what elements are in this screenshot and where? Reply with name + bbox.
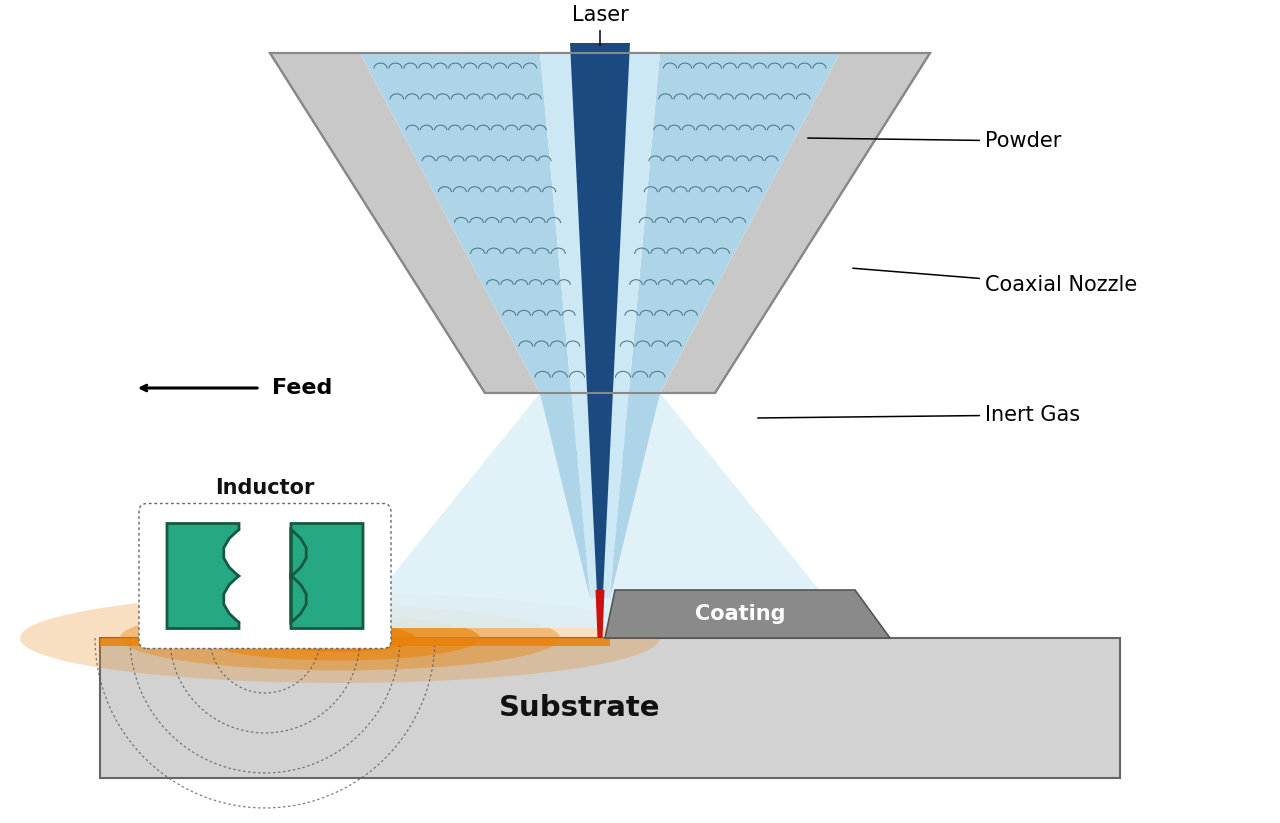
Polygon shape <box>540 393 600 590</box>
Ellipse shape <box>120 606 561 671</box>
Text: Coaxial Nozzle: Coaxial Nozzle <box>852 268 1137 295</box>
Polygon shape <box>360 53 840 393</box>
Polygon shape <box>605 590 890 638</box>
Text: Laser: Laser <box>572 5 628 45</box>
Polygon shape <box>360 53 590 598</box>
FancyBboxPatch shape <box>140 504 390 649</box>
Text: Feed: Feed <box>273 378 333 398</box>
Polygon shape <box>291 523 364 629</box>
Polygon shape <box>599 393 660 590</box>
Polygon shape <box>100 638 1120 778</box>
Text: Inert Gas: Inert Gas <box>758 405 1080 425</box>
Ellipse shape <box>200 616 480 661</box>
Polygon shape <box>540 53 660 598</box>
Polygon shape <box>166 523 239 629</box>
Ellipse shape <box>20 593 660 683</box>
Polygon shape <box>570 43 630 590</box>
Polygon shape <box>611 53 840 598</box>
Text: Powder: Powder <box>808 131 1061 151</box>
Polygon shape <box>595 590 604 638</box>
Text: Substrate: Substrate <box>499 694 660 722</box>
Ellipse shape <box>265 624 415 652</box>
Text: Inductor: Inductor <box>215 478 315 499</box>
Polygon shape <box>270 53 931 393</box>
Text: Coating: Coating <box>695 604 785 624</box>
Polygon shape <box>349 393 850 628</box>
Polygon shape <box>100 638 611 646</box>
